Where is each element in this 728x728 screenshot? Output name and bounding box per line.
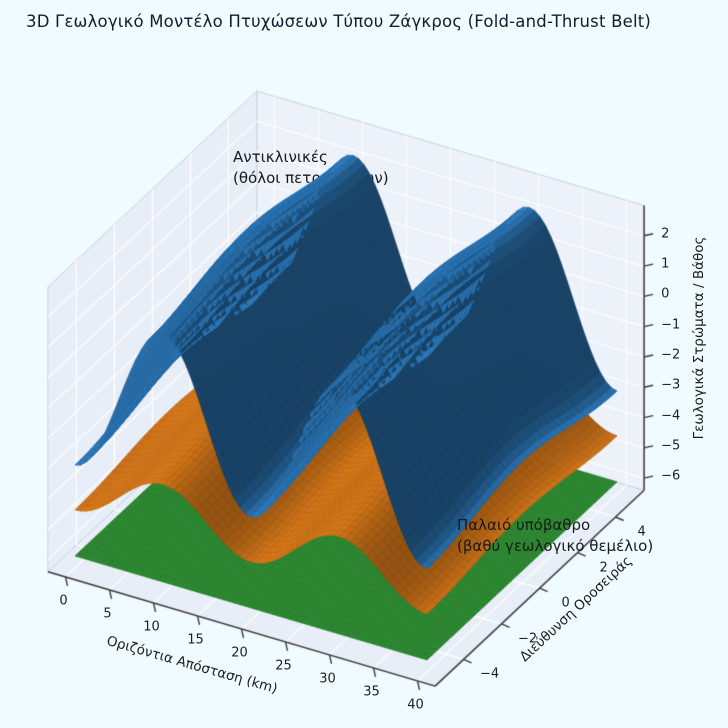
annotation-basement: Παλαιό υπόβαθρο (βαθύ γεωλογικό θεμέλιο) bbox=[457, 515, 653, 556]
x-tick-label: 10 bbox=[143, 619, 160, 635]
y-tick-label: 4 bbox=[637, 524, 646, 540]
z-tick-label: 0 bbox=[661, 286, 670, 302]
x-tick-label: 5 bbox=[103, 606, 112, 622]
z-tick-label: −1 bbox=[661, 317, 681, 333]
z-tick-label: 1 bbox=[661, 256, 670, 272]
x-tick-label: 40 bbox=[407, 697, 424, 713]
z-tick-label: −3 bbox=[661, 377, 681, 393]
y-tick-label: 2 bbox=[599, 560, 608, 576]
y-tick-label: −4 bbox=[480, 666, 500, 682]
x-tick-label: 30 bbox=[319, 671, 336, 687]
page-title: 3D Γεωλογικό Μοντέλο Πτυχώσεων Τύπου Ζάγ… bbox=[26, 12, 652, 31]
z-tick-label: −6 bbox=[661, 468, 681, 484]
z-tick-label: −2 bbox=[661, 347, 681, 363]
annotation-anticlines-line2: (θόλοι πετρωμάτων) bbox=[233, 168, 389, 187]
annotation-anticlines-line1: Αντικλινικές bbox=[233, 148, 328, 166]
x-tick-label: 35 bbox=[363, 684, 380, 700]
annotation-anticlines: Αντικλινικές (θόλοι πετρωμάτων) bbox=[233, 147, 389, 188]
z-axis-label: Γεωλογικά Στρώματα / Βάθος bbox=[691, 236, 707, 440]
x-tick-label: 25 bbox=[275, 658, 292, 674]
z-tick-label: 2 bbox=[661, 226, 670, 242]
y-tick-label: 0 bbox=[561, 595, 570, 611]
x-tick-label: 0 bbox=[59, 593, 68, 609]
annotation-basement-line1: Παλαιό υπόβαθρο bbox=[457, 516, 591, 534]
x-tick-label: 15 bbox=[187, 632, 204, 648]
y-tick-label: −2 bbox=[518, 631, 538, 647]
z-tick-label: −5 bbox=[661, 438, 681, 454]
x-tick-label: 20 bbox=[231, 645, 248, 661]
z-tick-label: −4 bbox=[661, 408, 681, 424]
